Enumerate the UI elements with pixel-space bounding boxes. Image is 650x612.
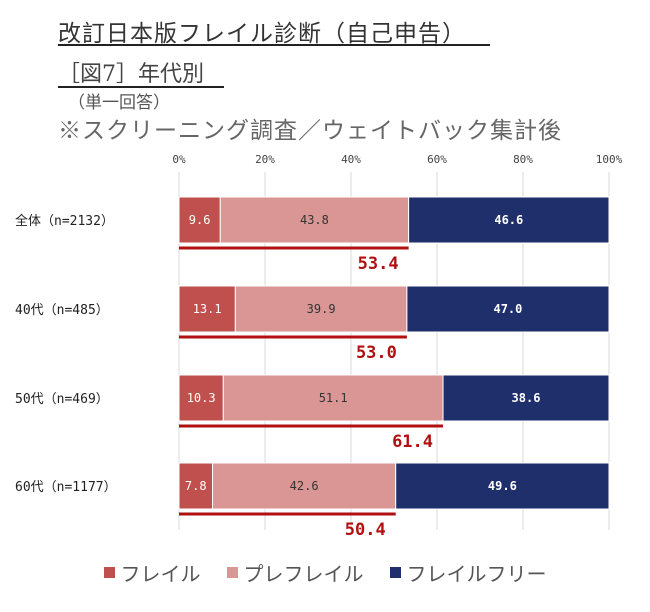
data-label: 39.9 xyxy=(307,302,336,316)
bar-segment xyxy=(178,374,224,422)
bar-segment xyxy=(408,196,610,244)
chart-legend: フレイル プレフレイル フレイルフリー xyxy=(0,558,650,587)
category-label: 40代（n=485） xyxy=(15,303,109,318)
sum-label: 53.4 xyxy=(358,254,399,274)
x-tick-label: 100% xyxy=(596,153,623,166)
data-label: 43.8 xyxy=(300,213,329,227)
bar-segment xyxy=(178,462,214,510)
data-label: 10.3 xyxy=(187,391,216,405)
bar-segment xyxy=(212,462,397,510)
legend-label-frail: フレイル xyxy=(120,562,201,586)
bar-segment xyxy=(222,374,444,422)
subtitle-underline xyxy=(58,86,224,88)
data-label: 13.1 xyxy=(193,302,222,316)
title-underline xyxy=(58,44,490,46)
bar-segment xyxy=(219,196,410,244)
x-tick-label: 0% xyxy=(172,153,186,166)
page-title: 改訂日本版フレイル診断（自己申告） xyxy=(58,21,466,47)
legend-item-free: フレイルフリー xyxy=(389,558,547,587)
data-label: 49.6 xyxy=(488,479,517,493)
sum-label: 53.0 xyxy=(356,343,397,363)
sum-label: 50.4 xyxy=(345,520,386,540)
bar-segment xyxy=(406,285,610,333)
bar-segment xyxy=(395,462,610,510)
sum-label: 61.4 xyxy=(392,432,433,452)
data-label: 51.1 xyxy=(319,391,348,405)
x-tick-label: 80% xyxy=(513,153,533,166)
x-tick-label: 60% xyxy=(427,153,447,166)
legend-item-prefrail: プレフレイル xyxy=(226,558,364,587)
legend-label-prefrail: プレフレイル xyxy=(243,562,364,586)
data-label: 47.0 xyxy=(493,302,522,316)
legend-swatch-prefrail xyxy=(226,567,238,578)
x-tick-label: 40% xyxy=(341,153,361,166)
category-label: 60代（n=1177） xyxy=(15,480,117,495)
legend-label-free: フレイルフリー xyxy=(406,562,547,586)
legend-swatch-free xyxy=(389,567,401,578)
single-answer-note: （単一回答） xyxy=(68,93,170,113)
legend-item-frail: フレイル xyxy=(103,558,201,587)
data-label: 46.6 xyxy=(494,213,523,227)
x-tick-label: 20% xyxy=(255,153,275,166)
category-label: 50代（n=469） xyxy=(15,392,109,407)
bar-segment xyxy=(442,374,610,422)
legend-swatch-frail xyxy=(103,567,115,578)
data-label: 38.6 xyxy=(512,391,541,405)
data-label: 9.6 xyxy=(189,213,211,227)
category-label: 全体（n=2132） xyxy=(15,213,114,229)
screening-note: ※スクリーニング調査／ウェイトバック集計後 xyxy=(58,118,562,144)
bar-segment xyxy=(234,285,408,333)
figure-subtitle: ［図7］年代別 xyxy=(58,62,204,87)
bar-segment xyxy=(178,196,221,244)
data-label: 42.6 xyxy=(290,479,319,493)
data-label: 7.8 xyxy=(185,479,207,493)
